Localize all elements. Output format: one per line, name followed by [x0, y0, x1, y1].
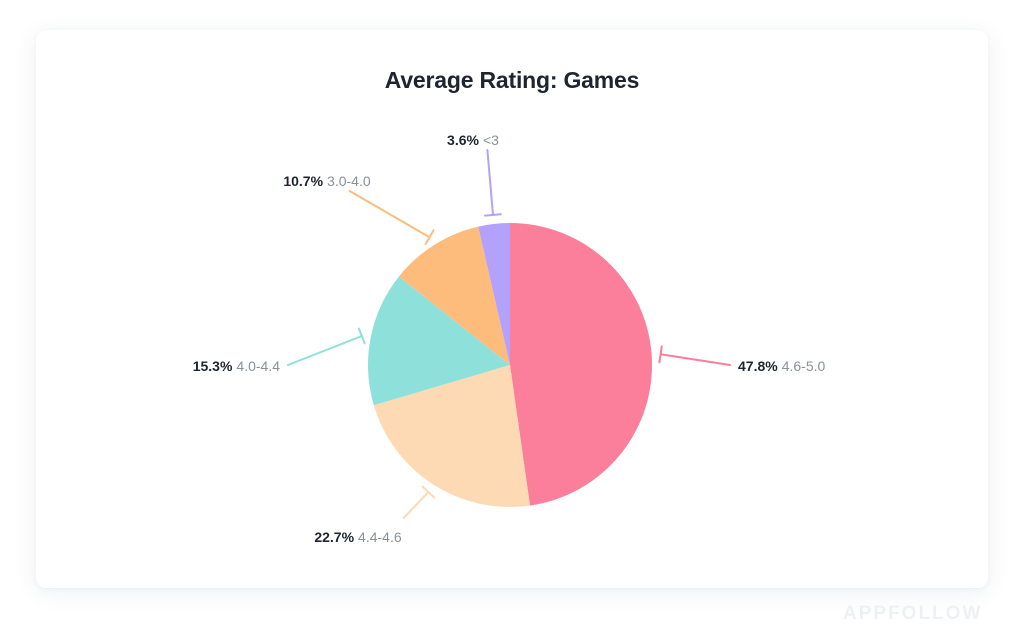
leader-tick	[424, 229, 435, 246]
slice-label: 3.6% <3	[447, 132, 499, 148]
slice-category: 4.4-4.6	[358, 529, 402, 545]
slice-percent: 47.8%	[738, 358, 778, 374]
slice-label: 10.7% 3.0-4.0	[283, 173, 371, 189]
leader-line	[659, 353, 731, 366]
leader-line	[402, 491, 430, 519]
slice-label: 15.3% 4.0-4.4	[193, 358, 281, 374]
leader-line	[348, 190, 431, 239]
leader-line	[486, 149, 494, 216]
pie-slice[interactable]	[367, 276, 510, 406]
slice-percent: 22.7%	[314, 529, 354, 545]
watermark: APPFOLLOW	[843, 603, 983, 624]
pie-slice[interactable]	[398, 226, 510, 365]
slice-category: 4.6-5.0	[782, 358, 826, 374]
slice-category: <3	[483, 132, 499, 148]
slice-percent: 3.6%	[447, 132, 479, 148]
slice-label: 22.7% 4.4-4.6	[314, 529, 402, 545]
slice-label: 47.8% 4.6-5.0	[738, 358, 826, 374]
leader-tick	[658, 345, 663, 364]
leader-line	[287, 335, 363, 366]
slice-percent: 15.3%	[193, 358, 233, 374]
leader-tick	[484, 213, 502, 217]
leader-tick	[357, 327, 366, 345]
pie-slice[interactable]	[510, 223, 653, 506]
chart-title: Average Rating: Games	[384, 67, 640, 93]
slice-category: 4.0-4.4	[236, 358, 280, 374]
pie-slice[interactable]	[373, 365, 530, 508]
slice-percent: 10.7%	[283, 173, 323, 189]
pie-slice[interactable]	[478, 223, 510, 365]
slice-category: 3.0-4.0	[327, 173, 371, 189]
leader-tick	[421, 485, 436, 499]
